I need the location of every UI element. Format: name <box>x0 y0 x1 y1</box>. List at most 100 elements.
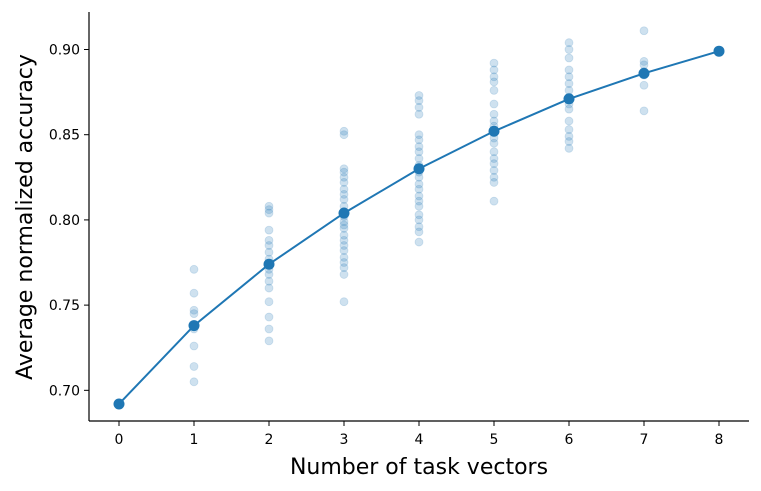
individual-point <box>264 297 274 307</box>
individual-point <box>489 138 499 148</box>
individual-point <box>339 195 349 204</box>
individual-point <box>264 276 274 286</box>
individual-point <box>564 45 574 54</box>
individual-point <box>414 237 424 247</box>
individual-point <box>489 172 499 182</box>
individual-point <box>264 270 274 279</box>
individual-point <box>414 227 424 237</box>
individual-point <box>264 208 274 218</box>
individual-point <box>414 91 424 100</box>
individual-point <box>564 116 574 126</box>
individual-point <box>489 147 499 157</box>
individual-point <box>564 72 574 82</box>
individual-point <box>489 99 499 109</box>
individual-point <box>414 130 424 140</box>
individual-point <box>264 324 274 334</box>
individual-point <box>339 126 349 136</box>
individual-point <box>339 230 349 240</box>
individual-point <box>639 80 649 90</box>
x-tick-label: 7 <box>640 432 649 448</box>
x-tick-label: 1 <box>190 432 199 448</box>
individual-point <box>189 305 199 315</box>
individual-point <box>489 77 499 87</box>
individual-point <box>339 164 349 174</box>
individual-point <box>414 142 424 152</box>
individual-point <box>564 65 574 75</box>
y-tick-label: 0.70 <box>49 383 80 399</box>
individual-point <box>264 201 274 211</box>
individual-point <box>339 252 349 262</box>
individual-point <box>414 179 424 189</box>
mean-point <box>713 45 725 57</box>
individual-point <box>414 103 424 112</box>
individual-point <box>414 222 424 232</box>
y-axis-label: Average normalized accuracy <box>13 54 38 380</box>
mean-point <box>338 207 350 219</box>
individual-point <box>339 172 349 182</box>
individual-point <box>339 178 349 187</box>
individual-point <box>489 178 499 187</box>
individual-point <box>264 225 274 235</box>
y-tick-label: 0.85 <box>49 128 80 144</box>
mean-point <box>263 258 275 270</box>
individual-point <box>339 246 349 255</box>
mean-line-layer <box>113 45 725 410</box>
y-tick-label: 0.75 <box>49 298 80 314</box>
individual-point <box>339 270 349 279</box>
individual-point <box>414 191 424 201</box>
individual-point <box>489 166 499 175</box>
individual-point <box>564 143 574 153</box>
individual-point <box>339 258 349 267</box>
individual-point <box>564 38 574 48</box>
individual-point <box>489 196 499 206</box>
individual-point <box>564 132 574 141</box>
x-tick-label: 4 <box>415 432 424 448</box>
mean-point <box>113 398 125 410</box>
individual-point <box>414 215 424 225</box>
individual-point <box>489 116 499 126</box>
y-tick-label: 0.90 <box>49 42 80 58</box>
x-tick-label: 8 <box>715 432 724 448</box>
x-tick-label: 5 <box>490 432 499 448</box>
individual-point <box>489 72 499 82</box>
individual-point <box>564 79 574 88</box>
individual-point <box>414 184 424 194</box>
individual-point <box>339 130 349 140</box>
x-tick-label: 0 <box>115 432 124 448</box>
individual-point <box>639 106 649 116</box>
individual-point <box>489 159 499 169</box>
individual-point <box>414 109 424 119</box>
individual-point <box>414 147 424 157</box>
scatter-layer <box>189 26 649 387</box>
individual-point <box>189 288 199 298</box>
individual-point <box>339 235 349 245</box>
individual-point <box>564 137 574 146</box>
x-axis-label: Number of task vectors <box>290 455 548 480</box>
individual-point <box>414 135 424 145</box>
individual-point <box>339 297 349 307</box>
individual-point <box>189 309 199 319</box>
individual-point <box>339 184 349 194</box>
individual-point <box>564 53 574 63</box>
individual-point <box>489 58 499 68</box>
individual-point <box>564 125 574 134</box>
individual-point <box>189 341 199 351</box>
individual-point <box>414 196 424 206</box>
individual-point <box>264 336 274 346</box>
individual-point <box>489 109 499 119</box>
y-tick-label: 0.80 <box>49 213 80 229</box>
individual-point <box>264 235 274 245</box>
individual-point <box>264 283 274 293</box>
mean-point <box>188 320 200 332</box>
individual-point <box>564 104 574 114</box>
individual-point <box>339 220 349 230</box>
individual-point <box>639 57 649 66</box>
individual-point <box>414 96 424 106</box>
individual-point <box>189 264 199 274</box>
individual-point <box>189 377 199 387</box>
individual-point <box>339 167 349 177</box>
individual-point <box>189 362 199 371</box>
individual-point <box>264 241 274 250</box>
individual-point <box>489 65 499 75</box>
